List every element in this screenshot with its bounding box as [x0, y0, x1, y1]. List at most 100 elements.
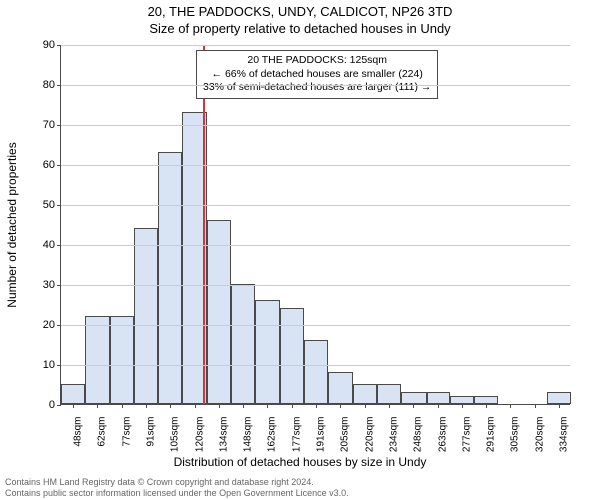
gridline — [61, 45, 570, 46]
bar — [377, 384, 401, 404]
xtick-label: 48sqm — [72, 417, 83, 447]
gridline — [61, 85, 570, 86]
bar — [61, 384, 85, 404]
xtick — [438, 404, 439, 408]
xtick-label: 334sqm — [559, 417, 570, 453]
bar — [474, 396, 498, 404]
xtick-label: 205sqm — [339, 417, 350, 453]
y-axis-label: Number of detached properties — [5, 142, 19, 307]
xtick — [365, 404, 366, 408]
xtick-label: 148sqm — [242, 417, 253, 453]
xtick-label: 177sqm — [292, 417, 303, 453]
ytick — [57, 285, 61, 286]
gridline — [61, 325, 570, 326]
bar — [255, 300, 281, 404]
bar — [207, 220, 231, 404]
x-axis-label: Distribution of detached houses by size … — [0, 455, 600, 469]
annot-line-3: 33% of semi-detached houses are larger (… — [203, 81, 431, 95]
ytick-label: 60 — [43, 159, 55, 171]
xtick-label: 220sqm — [365, 417, 376, 453]
ytick-label: 70 — [43, 119, 55, 131]
footer-line-2: Contains public sector information licen… — [5, 488, 349, 498]
xtick — [389, 404, 390, 408]
bar — [353, 384, 377, 404]
xtick-label: 162sqm — [266, 417, 277, 453]
bar — [85, 316, 111, 404]
bar — [427, 392, 451, 404]
xtick — [243, 404, 244, 408]
xtick-label: 134sqm — [219, 417, 230, 453]
ytick — [57, 125, 61, 126]
xtick — [146, 404, 147, 408]
xtick-label: 263sqm — [438, 417, 449, 453]
xtick-label: 291sqm — [486, 417, 497, 453]
ytick — [57, 85, 61, 86]
gridline — [61, 165, 570, 166]
xtick — [559, 404, 560, 408]
xtick-label: 320sqm — [535, 417, 546, 453]
xtick-label: 105sqm — [169, 417, 180, 453]
title-line-1: 20, THE PADDOCKS, UNDY, CALDICOT, NP26 3… — [0, 4, 600, 21]
bar — [450, 396, 474, 404]
bar — [158, 152, 182, 404]
ytick — [57, 325, 61, 326]
xtick-label: 234sqm — [389, 417, 400, 453]
xtick — [170, 404, 171, 408]
gridline — [61, 245, 570, 246]
xtick-label: 248sqm — [412, 417, 423, 453]
ytick-label: 20 — [43, 319, 55, 331]
gridline — [61, 205, 570, 206]
ytick — [57, 45, 61, 46]
xtick — [195, 404, 196, 408]
ytick-label: 50 — [43, 199, 55, 211]
xtick — [97, 404, 98, 408]
ytick — [57, 205, 61, 206]
title-line-2: Size of property relative to detached ho… — [0, 21, 600, 38]
gridline — [61, 285, 570, 286]
footer-line-1: Contains HM Land Registry data © Crown c… — [5, 477, 349, 487]
ytick-label: 80 — [43, 79, 55, 91]
gridline — [61, 125, 570, 126]
ytick-label: 0 — [49, 399, 55, 411]
ytick — [57, 365, 61, 366]
xtick-label: 120sqm — [195, 417, 206, 453]
xtick-label: 77sqm — [122, 417, 133, 447]
xtick — [73, 404, 74, 408]
ytick-label: 40 — [43, 239, 55, 251]
chart-title: 20, THE PADDOCKS, UNDY, CALDICOT, NP26 3… — [0, 4, 600, 38]
xtick — [486, 404, 487, 408]
xtick — [340, 404, 341, 408]
plot-area: 20 THE PADDOCKS: 125sqm ← 66% of detache… — [60, 45, 570, 405]
xtick-label: 305sqm — [509, 417, 520, 453]
bar — [110, 316, 134, 404]
xtick-label: 62sqm — [96, 417, 107, 447]
ytick-label: 10 — [43, 359, 55, 371]
bar — [134, 228, 158, 404]
xtick-label: 91sqm — [146, 417, 157, 447]
ytick — [57, 405, 61, 406]
bar — [280, 308, 304, 404]
xtick — [510, 404, 511, 408]
annot-line-2: ← 66% of detached houses are smaller (22… — [203, 68, 431, 82]
xtick — [122, 404, 123, 408]
ytick — [57, 165, 61, 166]
ytick-label: 30 — [43, 279, 55, 291]
bar — [328, 372, 354, 404]
bar — [304, 340, 328, 404]
bar — [547, 392, 571, 404]
xtick — [535, 404, 536, 408]
xtick-label: 277sqm — [462, 417, 473, 453]
xtick-label: 191sqm — [316, 417, 327, 453]
ytick — [57, 245, 61, 246]
xtick — [292, 404, 293, 408]
xtick — [316, 404, 317, 408]
annotation-box: 20 THE PADDOCKS: 125sqm ← 66% of detache… — [196, 50, 438, 99]
xtick — [219, 404, 220, 408]
footer: Contains HM Land Registry data © Crown c… — [5, 477, 349, 498]
xtick — [413, 404, 414, 408]
bar — [231, 284, 255, 404]
ytick-label: 90 — [43, 39, 55, 51]
bar — [401, 392, 427, 404]
gridline — [61, 365, 570, 366]
annot-line-1: 20 THE PADDOCKS: 125sqm — [203, 54, 431, 68]
